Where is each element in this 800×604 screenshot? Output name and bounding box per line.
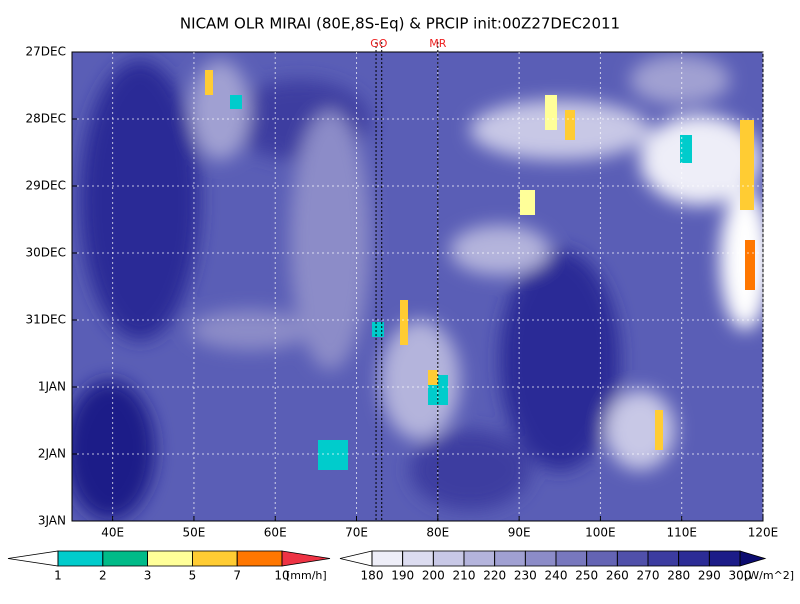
site-label: GO xyxy=(370,37,388,50)
colorbar-segment xyxy=(647,550,680,567)
y-tick-label: 2JAN xyxy=(38,447,66,461)
y-tick-label: 28DEC xyxy=(26,112,66,126)
colorbar-arrow xyxy=(739,550,767,567)
y-tick-label: 31DEC xyxy=(26,313,66,327)
x-tick-label: 120E xyxy=(748,526,779,540)
colorbar-segment xyxy=(432,550,465,567)
colorbar-segment xyxy=(524,550,557,567)
colorbar-segment xyxy=(494,550,526,567)
colorbar-segment xyxy=(555,550,588,567)
colorbar-label: 3 xyxy=(144,569,152,583)
colorbar-label: 180 xyxy=(361,569,384,583)
colorbar-segment xyxy=(147,550,193,567)
x-tick-label: 40E xyxy=(101,526,124,540)
y-tick-label: 1JAN xyxy=(38,380,66,394)
x-tick-label: 100E xyxy=(585,526,616,540)
y-tick-label: 3JAN xyxy=(38,514,66,528)
colorbar-segment xyxy=(678,550,710,567)
x-tick-label: 60E xyxy=(264,526,287,540)
colorbar-segment xyxy=(102,550,149,567)
colorbar-unit: [mm/h] xyxy=(286,569,327,582)
colorbar-segment xyxy=(402,550,434,567)
y-tick-label: 29DEC xyxy=(26,179,66,193)
colorbar-label: 260 xyxy=(606,569,629,583)
colorbar-segment xyxy=(463,550,496,567)
colorbar-label: 7 xyxy=(233,569,241,583)
colorbar-segment xyxy=(191,550,238,567)
colorbar-label: 290 xyxy=(698,569,721,583)
colorbar-segment xyxy=(616,550,649,567)
x-tick-label: 90E xyxy=(508,526,531,540)
colorbar-label: 1 xyxy=(54,569,62,583)
x-tick-label: 70E xyxy=(345,526,368,540)
colorbar-segment xyxy=(586,550,618,567)
colorbar-label: 5 xyxy=(189,569,197,583)
precip-patches xyxy=(205,70,755,470)
site-label: MR xyxy=(429,37,446,50)
colorbar-segment xyxy=(236,550,283,567)
colorbar-label: 220 xyxy=(483,569,506,583)
colorbar-label: 2 xyxy=(99,569,107,583)
colorbar-arrow xyxy=(281,550,331,567)
colorbar-label: 270 xyxy=(637,569,660,583)
colorbar-label: 200 xyxy=(422,569,445,583)
colorbar-unit: [W/m^2] xyxy=(744,569,794,582)
x-tick-label: 110E xyxy=(666,526,697,540)
colorbar-arrow xyxy=(339,550,373,567)
y-tick-label: 30DEC xyxy=(26,246,66,260)
colorbar-label: 210 xyxy=(453,569,476,583)
colorbar-label: 250 xyxy=(575,569,598,583)
colorbar-label: 300 xyxy=(729,569,752,583)
colorbar-arrow xyxy=(7,550,59,567)
y-tick-label: 27DEC xyxy=(26,45,66,59)
colorbar-label: 10 xyxy=(274,569,289,583)
plot-frame xyxy=(71,51,764,522)
colorbar-label: 230 xyxy=(514,569,537,583)
x-tick-label: 80E xyxy=(426,526,449,540)
colorbar-segment xyxy=(708,550,741,567)
x-tick-label: 50E xyxy=(183,526,206,540)
colorbar-segment xyxy=(371,550,404,567)
chart-title: NICAM OLR MIRAI (80E,8S-Eq) & PRCIP init… xyxy=(180,15,620,33)
colorbar-label: 280 xyxy=(667,569,690,583)
colorbar-label: 190 xyxy=(391,569,414,583)
colorbar-label: 240 xyxy=(545,569,568,583)
olr-field xyxy=(72,52,763,521)
colorbar-segment xyxy=(57,550,104,567)
